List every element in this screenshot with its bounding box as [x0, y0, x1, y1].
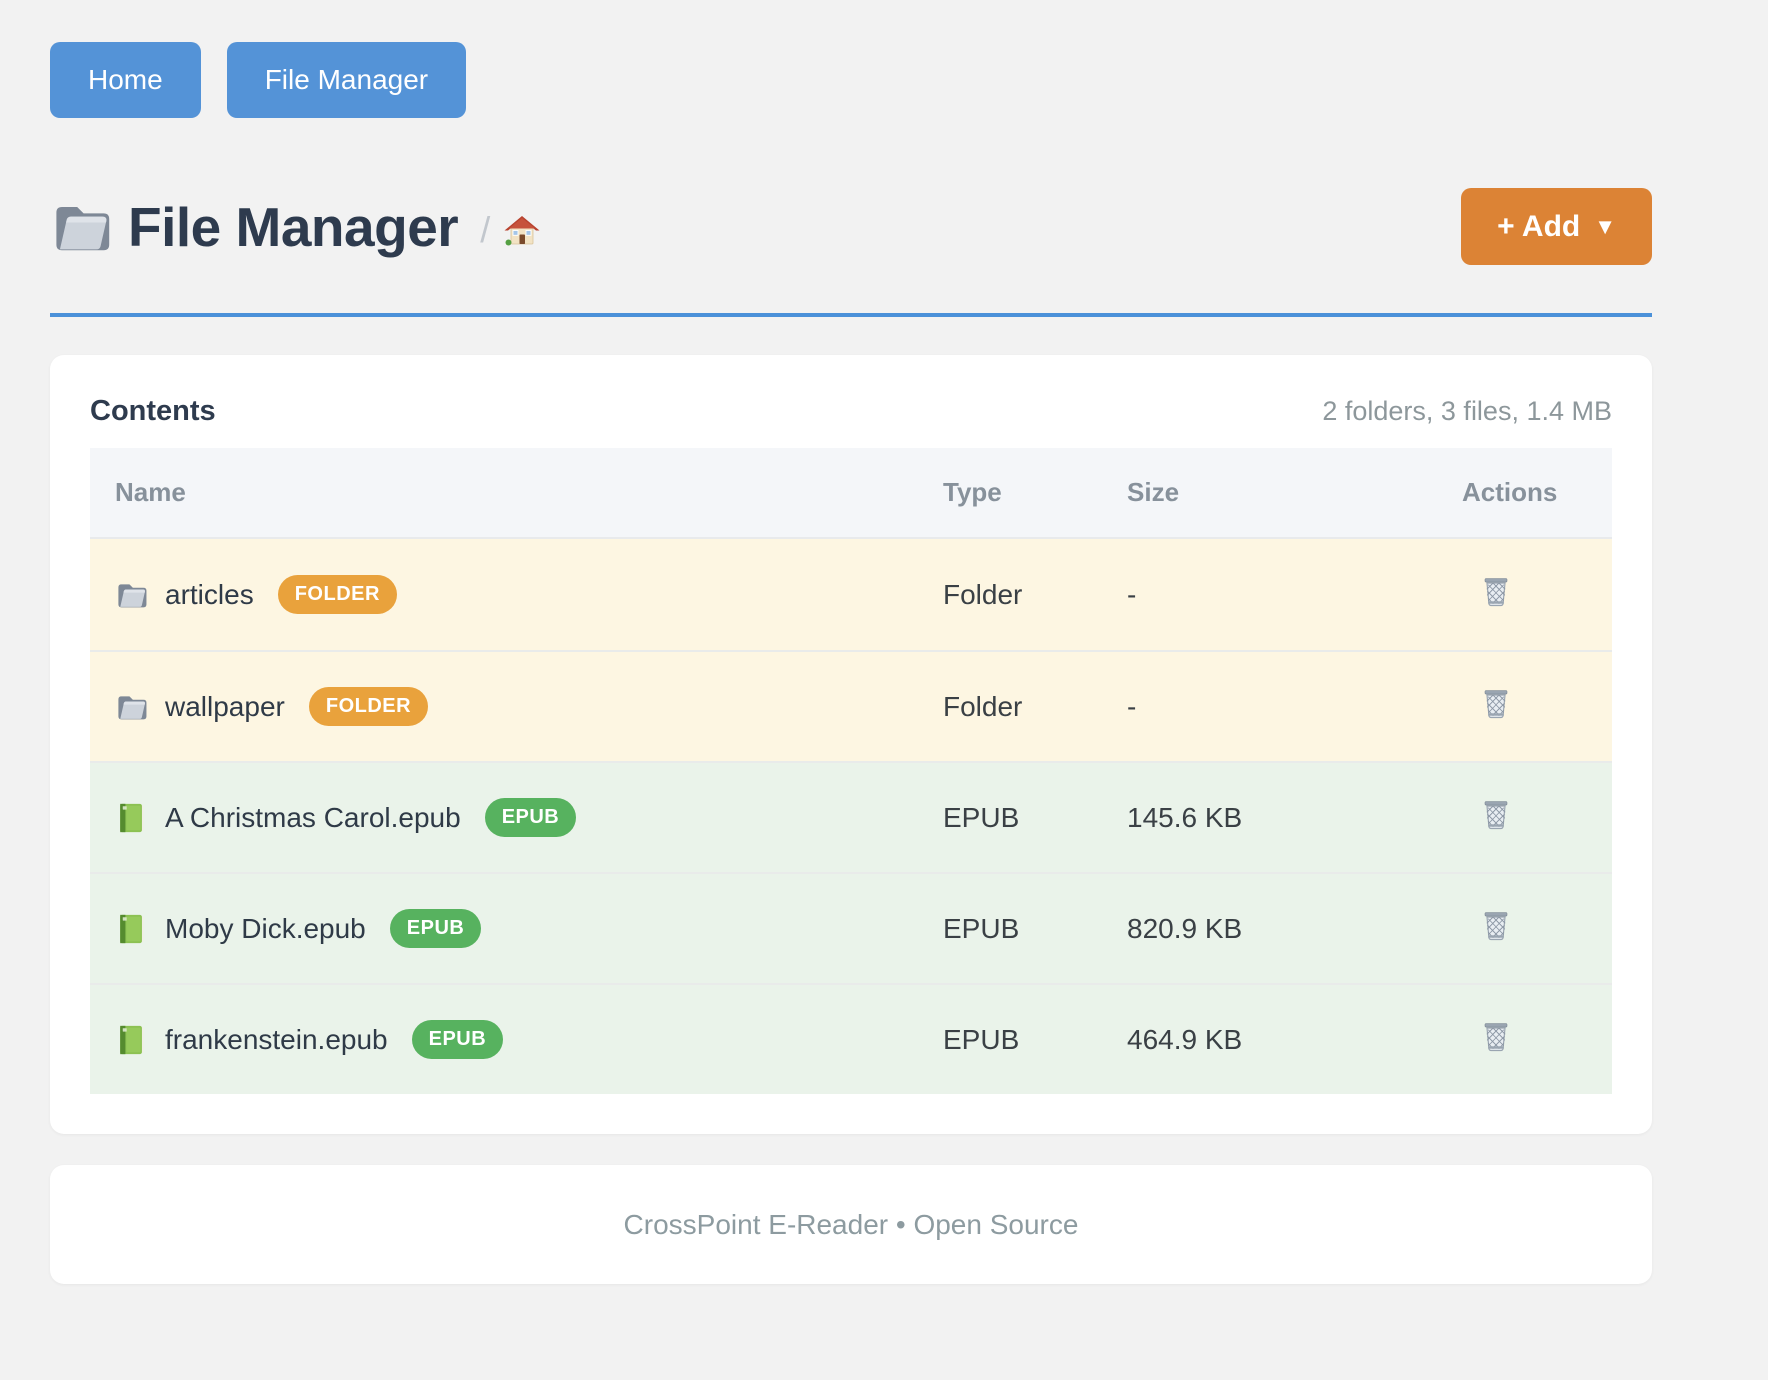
header-divider: [50, 313, 1652, 317]
page-header: File Manager / + Add ▼: [50, 188, 1652, 265]
size-cell: 464.9 KB: [1127, 983, 1462, 1094]
column-header-size: Size: [1127, 448, 1462, 539]
table-body: articles FOLDER Folder -: [90, 539, 1612, 1094]
folder-icon: [118, 695, 147, 719]
type-badge: EPUB: [389, 909, 482, 948]
table-row: A Christmas Carol.epub EPUB EPUB 145.6 K…: [90, 761, 1612, 872]
type-cell: EPUB: [943, 872, 1127, 983]
trash-icon: [1484, 801, 1508, 830]
chevron-down-icon: ▼: [1594, 213, 1616, 239]
page: Home File Manager File Manager / + Add: [50, 42, 1652, 1284]
folder-icon: [118, 583, 147, 607]
file-name[interactable]: Moby Dick.epub: [165, 912, 366, 944]
contents-title: Contents: [90, 395, 216, 427]
type-badge: FOLDER: [308, 687, 429, 726]
size-cell: -: [1127, 650, 1462, 761]
file-name[interactable]: A Christmas Carol.epub: [165, 801, 461, 833]
book-icon: [120, 803, 144, 832]
contents-header: Contents 2 folders, 3 files, 1.4 MB: [90, 395, 1612, 428]
trash-icon: [1484, 1023, 1508, 1052]
title-group: File Manager /: [50, 195, 540, 259]
trash-icon: [1484, 690, 1508, 719]
file-table: Name Type Size Actions: [90, 448, 1612, 1094]
type-cell: EPUB: [943, 761, 1127, 872]
add-button[interactable]: + Add ▼: [1461, 188, 1652, 265]
add-button-label: + Add: [1497, 209, 1581, 243]
table-row: articles FOLDER Folder -: [90, 539, 1612, 650]
size-cell: 145.6 KB: [1127, 761, 1462, 872]
file-manager-button[interactable]: File Manager: [226, 42, 467, 118]
delete-button[interactable]: [1478, 796, 1514, 832]
breadcrumb-separator: /: [480, 208, 491, 250]
delete-button[interactable]: [1478, 1018, 1514, 1054]
delete-button[interactable]: [1478, 907, 1514, 943]
contents-card: Contents 2 folders, 3 files, 1.4 MB Name…: [50, 355, 1652, 1134]
delete-button[interactable]: [1478, 685, 1514, 721]
table-row: Moby Dick.epub EPUB EPUB 820.9 KB: [90, 872, 1612, 983]
column-header-actions: Actions: [1462, 448, 1612, 539]
book-icon: [120, 1025, 144, 1054]
type-badge: EPUB: [484, 798, 577, 837]
type-badge: EPUB: [411, 1020, 504, 1059]
type-cell: Folder: [943, 650, 1127, 761]
home-icon[interactable]: [504, 213, 540, 249]
file-name[interactable]: frankenstein.epub: [165, 1023, 388, 1055]
column-header-name: Name: [90, 448, 943, 539]
table-header-row: Name Type Size Actions: [90, 448, 1612, 539]
trash-icon: [1484, 912, 1508, 941]
folder-icon: [56, 206, 110, 250]
file-name[interactable]: articles: [165, 578, 254, 610]
book-icon: [120, 914, 144, 943]
file-name[interactable]: wallpaper: [165, 690, 285, 722]
size-cell: -: [1127, 539, 1462, 650]
type-badge: FOLDER: [277, 575, 397, 614]
delete-button[interactable]: [1478, 573, 1514, 609]
column-header-type: Type: [943, 448, 1127, 539]
page-title: File Manager: [128, 195, 459, 258]
type-cell: Folder: [943, 539, 1127, 650]
type-cell: EPUB: [943, 983, 1127, 1094]
footer: CrossPoint E-Reader • Open Source: [50, 1165, 1652, 1284]
size-cell: 820.9 KB: [1127, 872, 1462, 983]
table-row: frankenstein.epub EPUB EPUB 464.9 KB: [90, 983, 1612, 1094]
home-button[interactable]: Home: [50, 42, 201, 118]
trash-icon: [1484, 578, 1508, 607]
contents-summary: 2 folders, 3 files, 1.4 MB: [1322, 396, 1612, 426]
top-nav: Home File Manager: [50, 42, 1652, 118]
table-row: wallpaper FOLDER Folder -: [90, 650, 1612, 761]
footer-text: CrossPoint E-Reader • Open Source: [623, 1208, 1079, 1240]
